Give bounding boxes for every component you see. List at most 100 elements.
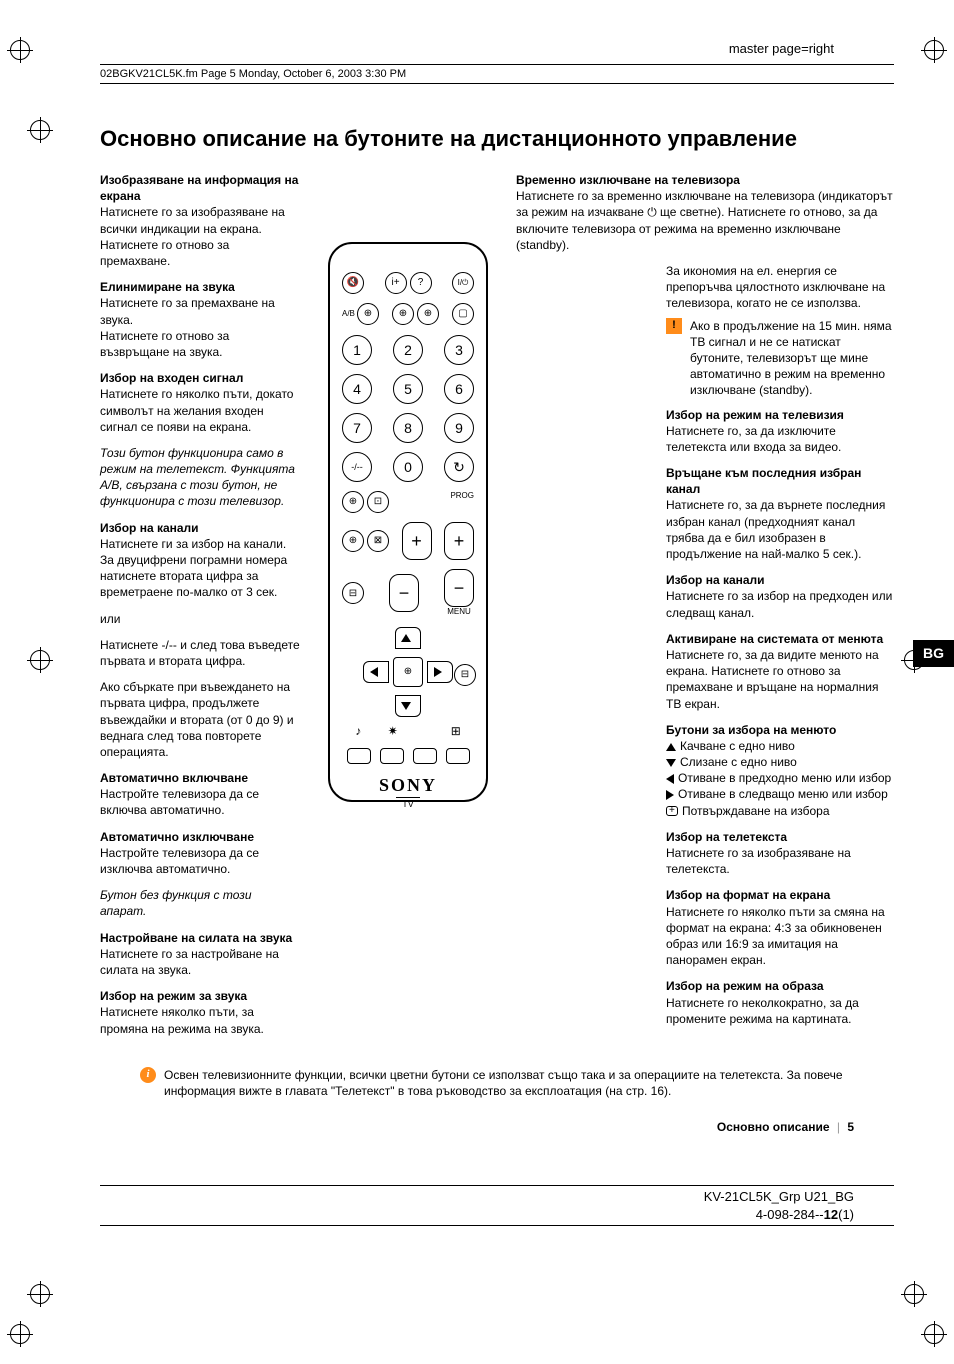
- dash-button: -/--: [342, 452, 372, 482]
- section-body: Ако сбъркате при въвеждането на първата …: [100, 679, 300, 760]
- misc3-button: ⊠: [367, 530, 389, 552]
- menu-label: MENU: [444, 607, 474, 618]
- brand-logo: SONY: [342, 773, 474, 797]
- sleep-button: ⊕: [342, 491, 364, 513]
- left-arrow-icon: [666, 774, 674, 784]
- nav-text: Качване с едно ниво: [680, 739, 795, 753]
- nav-text: Отиване в следващо меню или избор: [678, 787, 888, 801]
- remote-column: 🔇 i+? I/⏻ A/B⊕ ⊕⊕ ▢ 1 2 3: [318, 172, 498, 1047]
- menu-button: ⊟: [454, 664, 476, 686]
- section-title: Избор на режим на телевизия: [666, 407, 894, 423]
- mute-button: 🔇: [342, 272, 364, 294]
- section-title: Автоматично включване: [100, 770, 300, 786]
- misc2-button: ⊕: [342, 530, 364, 552]
- section-body: Настройте телевизора да се изключва авто…: [100, 845, 300, 877]
- format-icon: ⊞: [451, 723, 461, 739]
- return-button: ↻: [444, 452, 474, 482]
- section-body: Натиснете -/-- и след това въведете първ…: [100, 637, 300, 669]
- dpad-right: [427, 661, 453, 683]
- remote-control-diagram: 🔇 i+? I/⏻ A/B⊕ ⊕⊕ ▢ 1 2 3: [328, 242, 488, 802]
- color-blue: [446, 748, 470, 764]
- digit-7: 7: [342, 413, 372, 443]
- footer-info-text: Освен телевизионните функции, всички цве…: [164, 1067, 854, 1099]
- section-body: Натиснете го за избор на предходен или с…: [666, 588, 894, 620]
- power-button: I/⏻: [452, 272, 474, 294]
- section-title: Автоматично изключване: [100, 829, 300, 845]
- section-title: Активиране на системата от менюта: [666, 631, 894, 647]
- misc-button: ⊡: [367, 491, 389, 513]
- down-arrow-icon: [666, 759, 676, 767]
- input-button: ⊕: [392, 303, 414, 325]
- digit-9: 9: [444, 413, 474, 443]
- doc-foot-num: 12: [824, 1207, 838, 1222]
- page-footer: Основно описание | 5: [100, 1119, 894, 1135]
- header-runner: 02BGKV21CL5K.fm Page 5 Monday, October 6…: [100, 64, 894, 85]
- prog-label: PROG: [450, 491, 474, 502]
- section-title: Избор на режим за звука: [100, 988, 300, 1004]
- teletext-button: ⊟: [342, 582, 364, 604]
- energy-note: За икономия на ел. енергия се препоръчва…: [666, 263, 894, 312]
- dpad-left: [363, 661, 389, 683]
- doc-foot-suffix: (1): [838, 1207, 854, 1222]
- digit-8: 8: [393, 413, 423, 443]
- digit-1: 1: [342, 335, 372, 365]
- section-title: Избор на канали: [100, 520, 300, 536]
- section-body: Натиснете няколко пъти, за промяна на ре…: [100, 1004, 300, 1036]
- left-column: Изобразяване на информация на екранаНати…: [100, 172, 300, 1047]
- section-body-italic: Бутон без функция с този апарат.: [100, 887, 300, 919]
- digit-6: 6: [444, 374, 474, 404]
- digit-3: 3: [444, 335, 474, 365]
- section-body: Натиснете го няколко пъти, докато символ…: [100, 386, 300, 435]
- menu-nav-list: Качване с едно ниво Слизане с едно ниво …: [666, 738, 894, 819]
- nav-text: Отиване в предходно меню или избор: [678, 771, 891, 785]
- section-body: Натиснете го няколко пъти за смяна на фо…: [666, 904, 894, 969]
- dpad: ⊕: [363, 627, 453, 717]
- digit-2: 2: [393, 335, 423, 365]
- nav-text: Слизане с едно ниво: [680, 755, 797, 769]
- section-body: Натиснете го, за да върнете последния из…: [666, 497, 894, 562]
- volume-up: +: [402, 522, 432, 560]
- page-number: 5: [847, 1120, 854, 1134]
- tv-label: TV: [396, 797, 420, 810]
- document-footer: KV-21CL5K_Grp U21_BG 4-098-284--12(1): [100, 1185, 894, 1226]
- section-title: Временно изключване на телевизора: [516, 172, 894, 188]
- section-body: Натиснете го за временно изключване на т…: [516, 188, 894, 253]
- timer-button: ⊕: [417, 303, 439, 325]
- section-title: Избор на формат на екрана: [666, 887, 894, 903]
- footer-info-block: i Освен телевизионните функции, всички ц…: [100, 1067, 894, 1099]
- warning-note: Ако в продължение на 15 мин. няма ТВ сиг…: [690, 318, 894, 399]
- right-column: Временно изключване на телевизора Натисн…: [516, 172, 894, 1047]
- section-body: Натиснете го за изобразяване на телетекс…: [666, 845, 894, 877]
- digit-0: 0: [393, 452, 423, 482]
- section-title: Избор на режим на образа: [666, 978, 894, 994]
- ok-icon: [666, 806, 678, 816]
- right-arrow-icon: [666, 790, 674, 800]
- section-title: Връщане към последния избран канал: [666, 465, 894, 497]
- prog-down: −: [444, 569, 474, 607]
- color-red: [347, 748, 371, 764]
- doc-foot-prefix: 4-098-284--: [756, 1207, 824, 1222]
- section-title: Бутони за избора на менюто: [666, 722, 894, 738]
- section-body: Натиснете ги за избор на канали. За двуц…: [100, 536, 300, 601]
- section-title: Избор на канали: [666, 572, 894, 588]
- section-title: Избор на телетекста: [666, 829, 894, 845]
- tv-mode-button: ▢: [452, 303, 474, 325]
- master-page-label: master page=right: [100, 40, 894, 58]
- section-body-italic: Този бутон функционира само в режим на т…: [100, 445, 300, 510]
- ab-button: ⊕: [357, 303, 379, 325]
- footer-section-name: Основно описание: [717, 1120, 830, 1134]
- section-body: Натиснете го за настройване на силата на…: [100, 946, 300, 978]
- section-body: Настройте телевизора да се включва автом…: [100, 786, 300, 818]
- dpad-ok: ⊕: [393, 657, 423, 687]
- page-title: Основно описание на бутоните на дистанци…: [100, 124, 894, 154]
- warning-icon: !: [666, 318, 682, 334]
- section-title: Избор на входен сигнал: [100, 370, 300, 386]
- nav-text: Потвърждаване на избора: [682, 804, 830, 818]
- section-body: Натиснете го за изобразяване на всички и…: [100, 204, 300, 269]
- section-title: Елинимиране на звука: [100, 279, 300, 295]
- color-yellow: [413, 748, 437, 764]
- sound-icon: ♪: [355, 723, 361, 739]
- digit-4: 4: [342, 374, 372, 404]
- section-body: Натиснете го за премахване на звука. Нат…: [100, 295, 300, 360]
- picture-icon: ✷: [388, 723, 398, 739]
